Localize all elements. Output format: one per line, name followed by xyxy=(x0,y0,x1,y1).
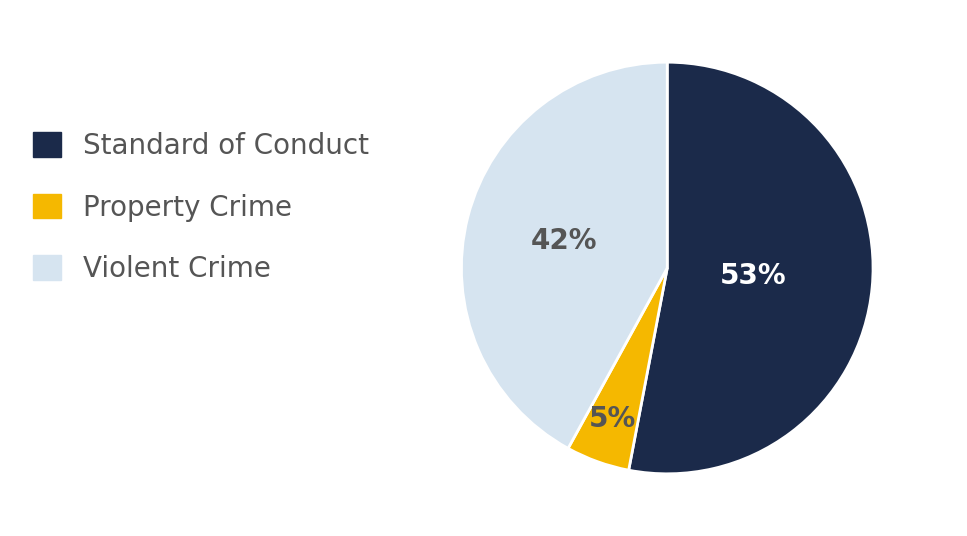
Text: 53%: 53% xyxy=(720,262,786,290)
Legend: Standard of Conduct, Property Crime, Violent Crime: Standard of Conduct, Property Crime, Vio… xyxy=(21,121,380,294)
Wedge shape xyxy=(461,62,667,449)
Wedge shape xyxy=(568,268,667,470)
Text: 5%: 5% xyxy=(589,405,636,433)
Text: 42%: 42% xyxy=(530,227,597,255)
Wedge shape xyxy=(629,62,873,474)
